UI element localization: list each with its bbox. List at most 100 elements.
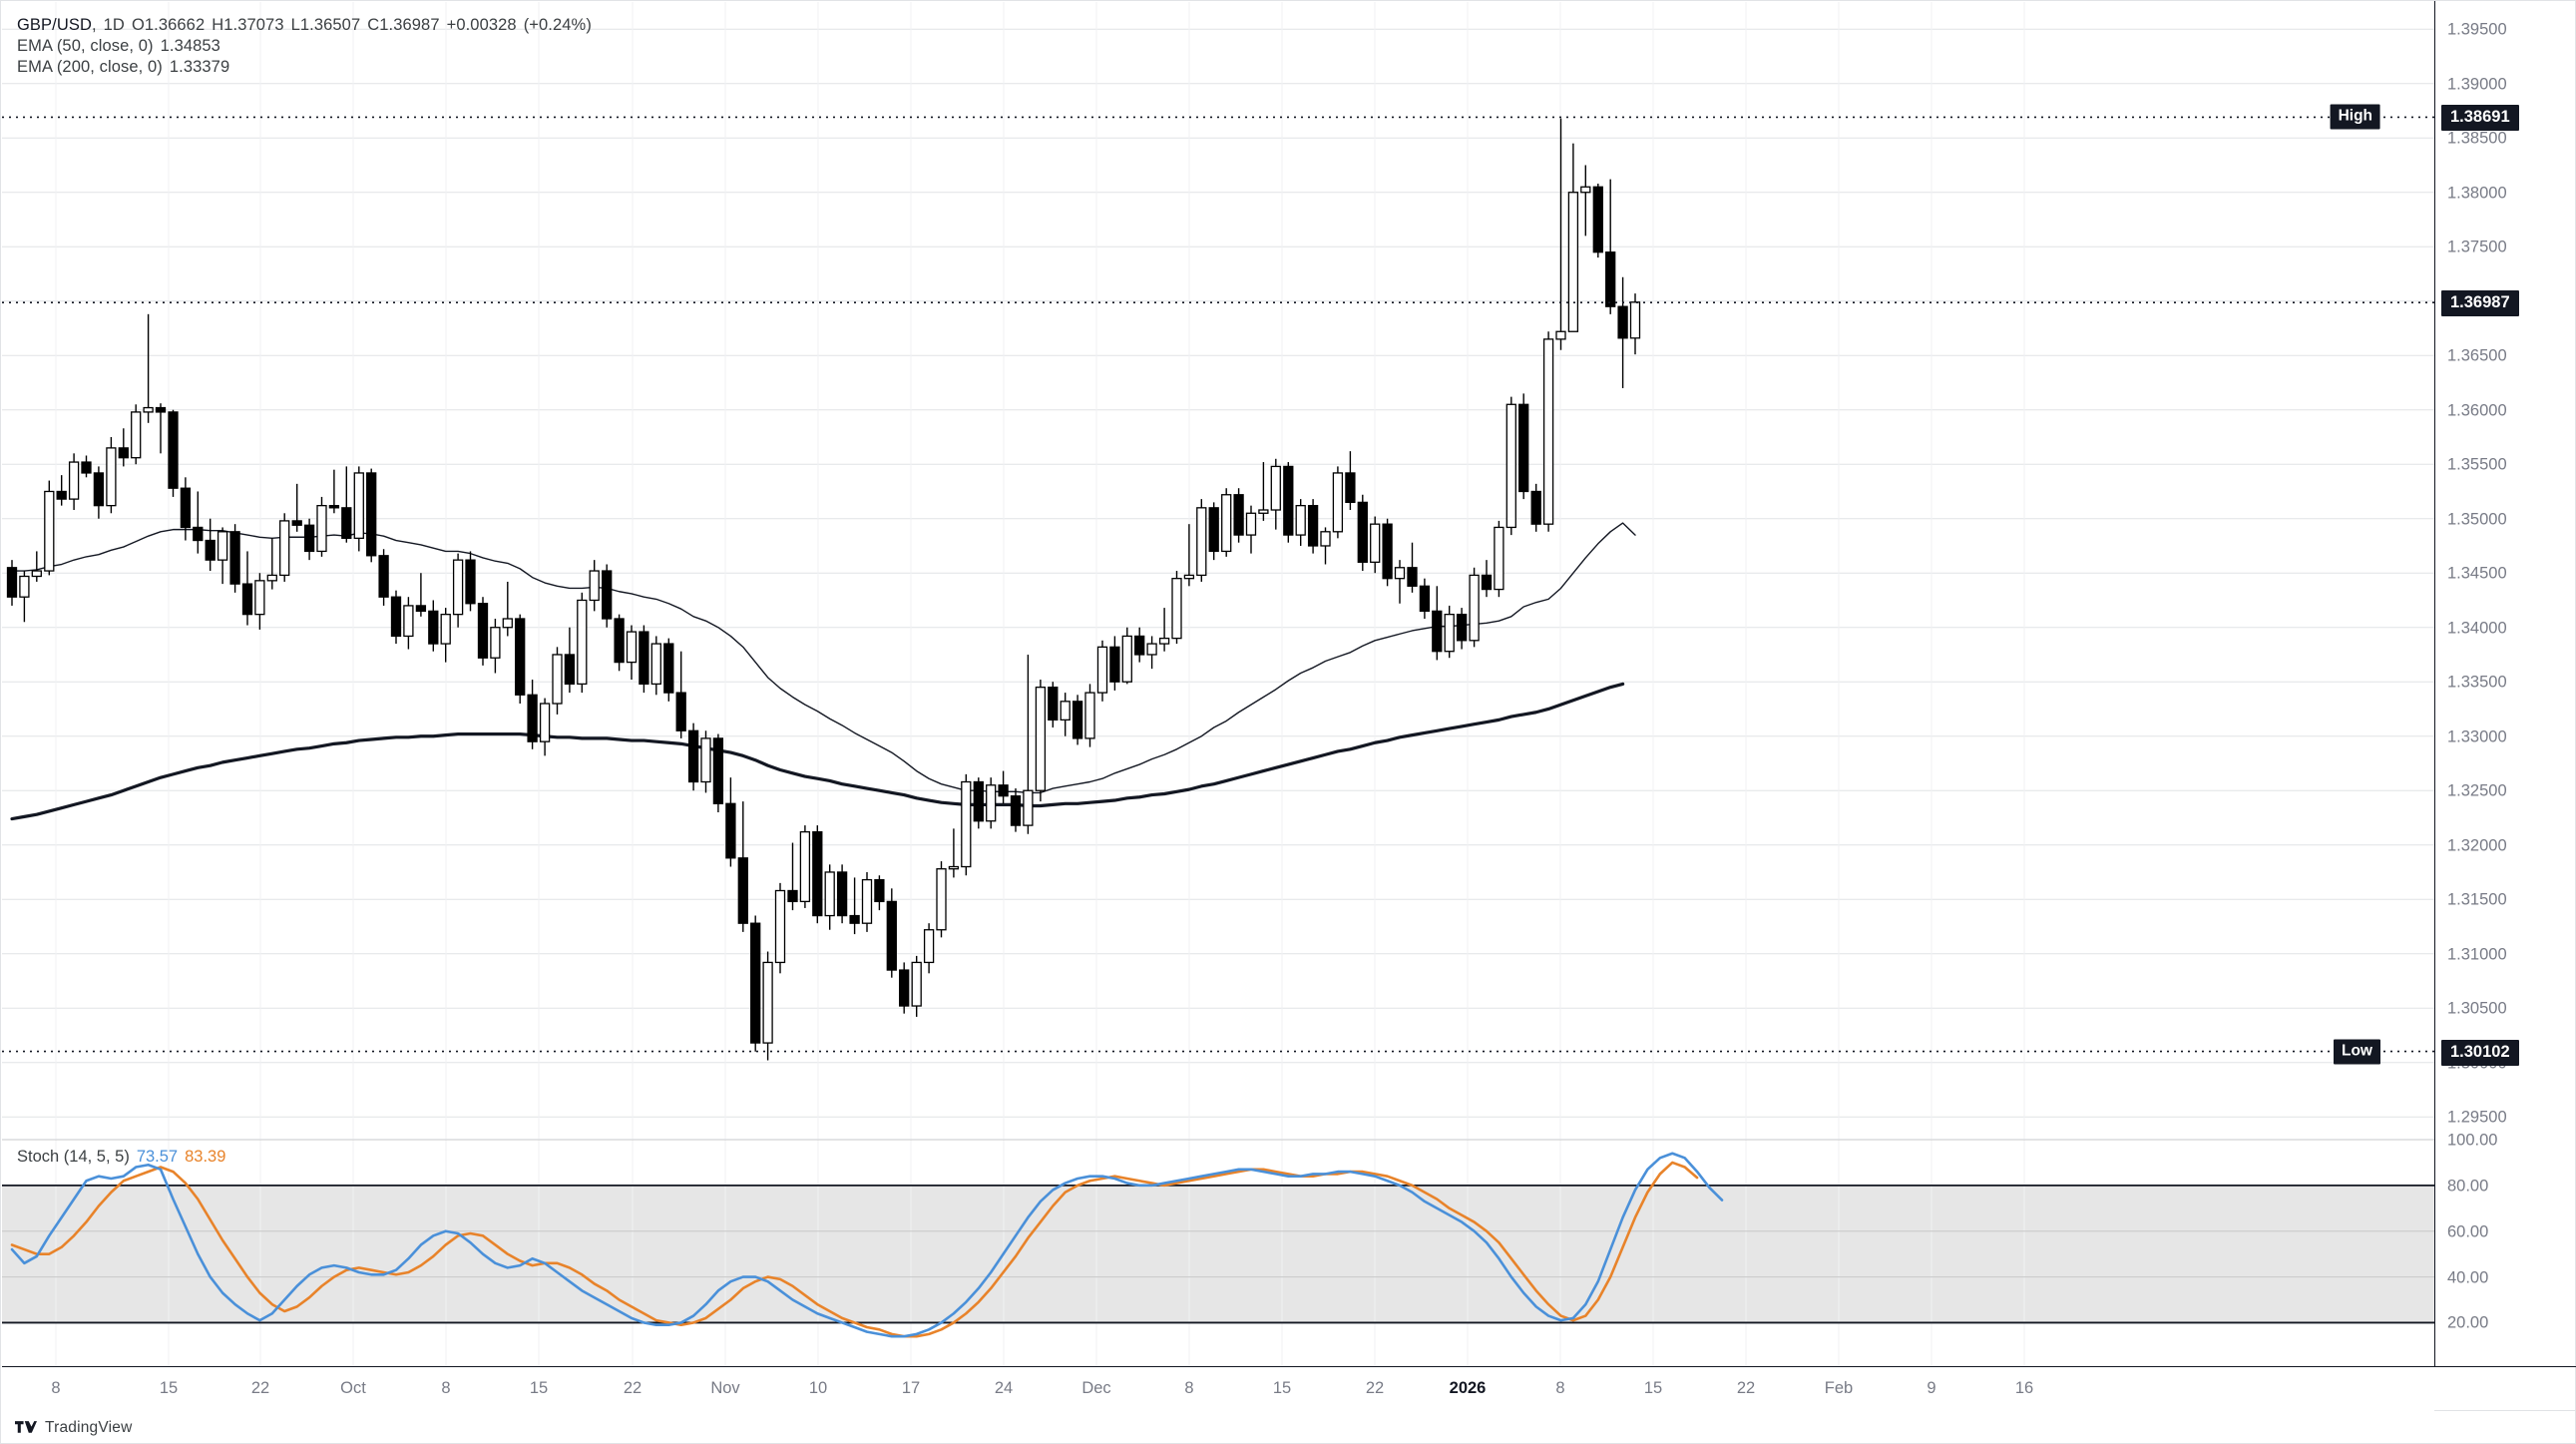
stochastic-pane[interactable]	[2, 1140, 2434, 1366]
candle-body	[1542, 338, 1554, 525]
candle-body	[614, 618, 625, 664]
price-axis-tick: 1.35000	[2447, 510, 2507, 529]
candle-body	[812, 830, 823, 917]
price-axis-tick: 1.29500	[2447, 1108, 2507, 1127]
candle-body	[168, 411, 179, 489]
candle-body	[1134, 635, 1145, 656]
candle-body	[502, 618, 513, 629]
candle-body	[998, 784, 1009, 797]
time-axis-label: Feb	[1824, 1379, 1854, 1397]
candle-body	[639, 631, 649, 686]
candle-body	[700, 737, 711, 783]
candle-body	[366, 472, 377, 557]
price-axis-tick: 1.36000	[2447, 401, 2507, 420]
candle-body	[1518, 403, 1529, 493]
candle-body	[241, 583, 253, 616]
candle-body	[31, 570, 42, 578]
time-axis-label: Oct	[340, 1379, 366, 1397]
time-axis[interactable]: 8 15 22 Oct 8 15 22 Nov 10 17 24 Dec 8 15 22 2026 8 15 22 F…	[2, 1367, 2434, 1411]
candle-body	[687, 729, 699, 783]
price-axis-tick: 1.35500	[2447, 455, 2507, 474]
last-price-tag[interactable]: 1.36987	[2441, 290, 2519, 317]
candle-body	[1394, 567, 1406, 580]
candle-body	[948, 865, 960, 870]
price-axis-tick: 1.39000	[2447, 75, 2507, 94]
price-axis[interactable]: 1.395001.390001.385001.380001.375001.370…	[2435, 2, 2575, 1366]
candle-body	[1444, 613, 1455, 653]
candle-body	[1370, 523, 1381, 563]
candle-body	[1233, 494, 1244, 536]
price-axis-tick: 1.38500	[2447, 129, 2507, 148]
time-axis-label: 17	[901, 1379, 921, 1397]
candle-body	[229, 531, 240, 585]
candle-body	[1196, 507, 1207, 577]
time-axis-label: 9	[1927, 1379, 1936, 1397]
time-axis-label: 22	[1365, 1379, 1385, 1397]
candle-body	[266, 574, 277, 582]
candle-body	[1505, 403, 1516, 529]
high-price-tag[interactable]: 1.38691	[2441, 105, 2519, 132]
candle-body	[1258, 509, 1269, 514]
time-axis-label: 2026	[1449, 1379, 1487, 1397]
candle-body	[118, 447, 129, 459]
candle-body	[824, 871, 835, 917]
candle-body	[1357, 501, 1368, 563]
candle-body	[1419, 585, 1431, 613]
candle-body	[936, 868, 947, 931]
time-axis-divider	[2, 1366, 2576, 1367]
candle-body	[564, 654, 576, 686]
candle-body	[131, 411, 142, 459]
price-pane[interactable]	[2, 2, 2434, 1139]
time-axis-label: 22	[1736, 1379, 1756, 1397]
price-axis-tick: 1.37500	[2447, 238, 2507, 256]
time-axis-label: 8	[1555, 1379, 1565, 1397]
time-axis-label: 15	[529, 1379, 549, 1397]
stoch-axis-tick: 20.00	[2447, 1313, 2489, 1332]
candle-body	[1469, 574, 1480, 642]
candle-body	[626, 631, 638, 664]
candle-body	[1245, 512, 1257, 536]
candle-body	[1307, 504, 1319, 547]
candle-body	[1283, 465, 1294, 536]
tradingview-logo[interactable]: TradingView	[15, 1419, 133, 1437]
stoch-axis-tick: 60.00	[2447, 1222, 2489, 1241]
candle-body	[1270, 465, 1281, 511]
time-axis-label: 8	[441, 1379, 451, 1397]
stoch-axis-tick: 40.00	[2447, 1268, 2489, 1287]
time-axis-label: 10	[808, 1379, 828, 1397]
candle-body	[1060, 701, 1071, 722]
candle-body	[477, 603, 489, 659]
candle-body	[923, 929, 935, 964]
time-axis-label: 22	[623, 1379, 643, 1397]
candle-body	[762, 961, 773, 1044]
candle-body	[403, 605, 414, 638]
price-axis-tick: 1.36500	[2447, 346, 2507, 365]
candle-body	[1121, 635, 1132, 683]
candle-body	[19, 575, 30, 598]
candle-body	[1171, 578, 1182, 640]
candle-body	[254, 580, 265, 616]
candle-body	[415, 605, 427, 613]
stoch-d-line	[10, 1161, 1699, 1338]
candle-body	[1035, 687, 1047, 791]
candle-body	[56, 490, 67, 500]
tradingview-wordmark: TradingView	[45, 1419, 133, 1436]
candle-body	[799, 830, 811, 903]
candle-body	[328, 504, 340, 509]
low-price-tag[interactable]: 1.30102	[2441, 1039, 2519, 1066]
time-axis-label: 8	[51, 1379, 61, 1397]
candle-body	[316, 504, 327, 553]
stoch-k-line	[10, 1152, 1724, 1338]
candle-body	[589, 570, 600, 602]
candle-body	[1023, 789, 1034, 826]
candle-body	[650, 643, 661, 686]
candle-body	[1617, 305, 1628, 339]
price-axis-tick: 1.32000	[2447, 836, 2507, 855]
ema200-line	[10, 682, 1625, 821]
price-axis-tick: 1.34500	[2447, 564, 2507, 583]
low-badge: Low	[2334, 1039, 2380, 1065]
candle-body	[1183, 574, 1195, 580]
candle-body	[577, 599, 588, 686]
candle-body	[527, 694, 538, 742]
candle-body	[1109, 646, 1120, 683]
